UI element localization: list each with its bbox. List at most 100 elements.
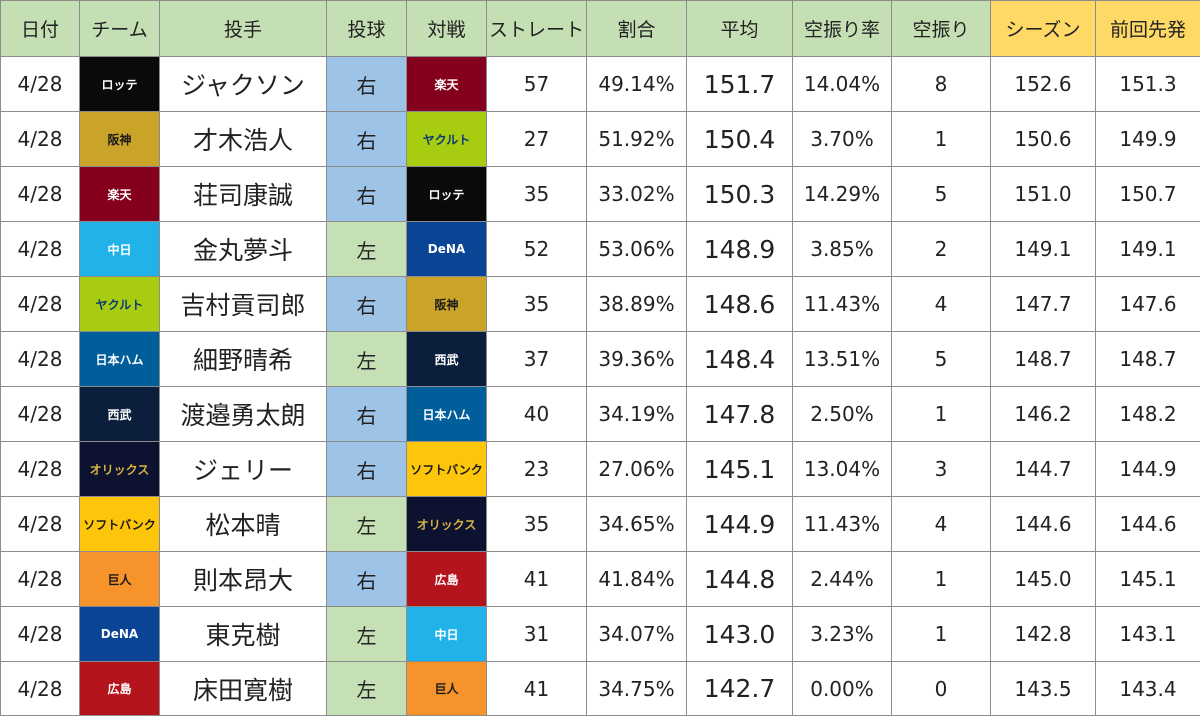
straight-ratio-cell: 34.07% [586,606,687,662]
straight-count-cell: 41 [486,551,587,607]
date-cell: 4/28 [0,111,80,167]
table-body: 4/28 ロッテ ジャクソン右楽天 57 49.14% 151.7 14.04% 8 152.6… [0,56,1200,716]
straight-ratio-cell: 34.75% [586,661,687,716]
opponent-badge: ヤクルト [406,111,487,167]
table-header: 日付 チーム 投手 投球 対戦 ストレート 割合 平均 空振り率 空振り シーズ… [0,0,1200,57]
whiff-rate-cell: 13.04% [792,441,892,497]
season-velocity-cell: 148.7 [990,331,1096,387]
whiff-rate-cell: 11.43% [792,496,892,552]
straight-ratio-cell: 51.92% [586,111,687,167]
pitcher-name-cell: ジャクソン [159,56,327,112]
team-badge: 阪神 [79,111,160,167]
table-row: 4/28 西武 渡邉勇太朗右日本ハム 40 34.19% 147.8 2.50% 1 146.2… [0,386,1200,442]
pitcher-name-cell: 松本晴 [159,496,327,552]
table-row: 4/28 中日 金丸夢斗左 DeNA 52 53.06% 148.9 3.85% 2 149.1 1… [0,221,1200,277]
pitcher-name-cell: ジェリー [159,441,327,497]
whiff-count-cell: 4 [891,276,991,332]
whiff-count-cell: 3 [891,441,991,497]
previous-start-velocity-cell: 143.1 [1095,606,1200,662]
previous-start-velocity-cell: 147.6 [1095,276,1200,332]
header-hand: 投球 [326,0,407,57]
season-velocity-cell: 146.2 [990,386,1096,442]
header-date: 日付 [0,0,80,57]
throwing-hand-cell: 右 [326,441,407,497]
whiff-rate-cell: 2.44% [792,551,892,607]
team-badge: ロッテ [79,56,160,112]
opponent-badge: 西武 [406,331,487,387]
previous-start-velocity-cell: 149.1 [1095,221,1200,277]
straight-count-cell: 27 [486,111,587,167]
header-straight: ストレート [486,0,587,57]
pitcher-name-cell: 細野晴希 [159,331,327,387]
straight-ratio-cell: 39.36% [586,331,687,387]
table-row: 4/28 日本ハム 細野晴希左西武 37 39.36% 148.4 13.51% 5 148.7… [0,331,1200,387]
opponent-badge: ロッテ [406,166,487,222]
season-velocity-cell: 149.1 [990,221,1096,277]
header-average: 平均 [686,0,793,57]
season-velocity-cell: 142.8 [990,606,1096,662]
whiff-count-cell: 1 [891,111,991,167]
previous-start-velocity-cell: 143.4 [1095,661,1200,716]
average-velocity-cell: 148.6 [686,276,793,332]
whiff-count-cell: 0 [891,661,991,716]
straight-count-cell: 52 [486,221,587,277]
average-velocity-cell: 148.4 [686,331,793,387]
date-cell: 4/28 [0,276,80,332]
average-velocity-cell: 144.9 [686,496,793,552]
pitcher-name-cell: 金丸夢斗 [159,221,327,277]
team-badge: 日本ハム [79,331,160,387]
average-velocity-cell: 151.7 [686,56,793,112]
straight-count-cell: 57 [486,56,587,112]
pitcher-name-cell: 床田寛樹 [159,661,327,716]
date-cell: 4/28 [0,551,80,607]
date-cell: 4/28 [0,166,80,222]
date-cell: 4/28 [0,386,80,442]
previous-start-velocity-cell: 148.7 [1095,331,1200,387]
straight-count-cell: 37 [486,331,587,387]
table-row: 4/28 ロッテ ジャクソン右楽天 57 49.14% 151.7 14.04% 8 152.6… [0,56,1200,112]
whiff-count-cell: 5 [891,331,991,387]
pitcher-name-cell: 則本昂大 [159,551,327,607]
table-row: 4/28 オリックス ジェリー右ソフトバンク 23 27.06% 145.1 13.04% 3… [0,441,1200,497]
date-cell: 4/28 [0,496,80,552]
header-ratio: 割合 [586,0,687,57]
whiff-count-cell: 2 [891,221,991,277]
pitcher-name-cell: 渡邉勇太朗 [159,386,327,442]
pitcher-name-cell: 荘司康誠 [159,166,327,222]
whiff-rate-cell: 2.50% [792,386,892,442]
date-cell: 4/28 [0,661,80,716]
straight-count-cell: 23 [486,441,587,497]
opponent-badge: DeNA [406,221,487,277]
previous-start-velocity-cell: 148.2 [1095,386,1200,442]
date-cell: 4/28 [0,56,80,112]
opponent-badge: ソフトバンク [406,441,487,497]
average-velocity-cell: 144.8 [686,551,793,607]
team-badge: ヤクルト [79,276,160,332]
throwing-hand-cell: 右 [326,56,407,112]
header-opponent: 対戦 [406,0,487,57]
header-whiff-rate: 空振り率 [792,0,892,57]
season-velocity-cell: 147.7 [990,276,1096,332]
straight-count-cell: 35 [486,276,587,332]
whiff-count-cell: 1 [891,551,991,607]
straight-count-cell: 40 [486,386,587,442]
previous-start-velocity-cell: 144.9 [1095,441,1200,497]
table-row: 4/28 ヤクルト 吉村貢司郎右阪神 35 38.89% 148.6 11.43% 4 147.… [0,276,1200,332]
straight-ratio-cell: 33.02% [586,166,687,222]
table-row: 4/28 広島 床田寛樹左巨人 41 34.75% 142.7 0.00% 0 143.5 143… [0,661,1200,716]
season-velocity-cell: 143.5 [990,661,1096,716]
throwing-hand-cell: 左 [326,606,407,662]
straight-ratio-cell: 34.65% [586,496,687,552]
opponent-badge: オリックス [406,496,487,552]
team-badge: 楽天 [79,166,160,222]
table-row: 4/28 巨人 則本昂大右広島 41 41.84% 144.8 2.44% 1 145.0 145… [0,551,1200,607]
team-badge: 広島 [79,661,160,716]
straight-ratio-cell: 41.84% [586,551,687,607]
team-badge: ソフトバンク [79,496,160,552]
previous-start-velocity-cell: 149.9 [1095,111,1200,167]
whiff-count-cell: 8 [891,56,991,112]
average-velocity-cell: 148.9 [686,221,793,277]
straight-count-cell: 35 [486,496,587,552]
whiff-count-cell: 1 [891,386,991,442]
average-velocity-cell: 150.4 [686,111,793,167]
